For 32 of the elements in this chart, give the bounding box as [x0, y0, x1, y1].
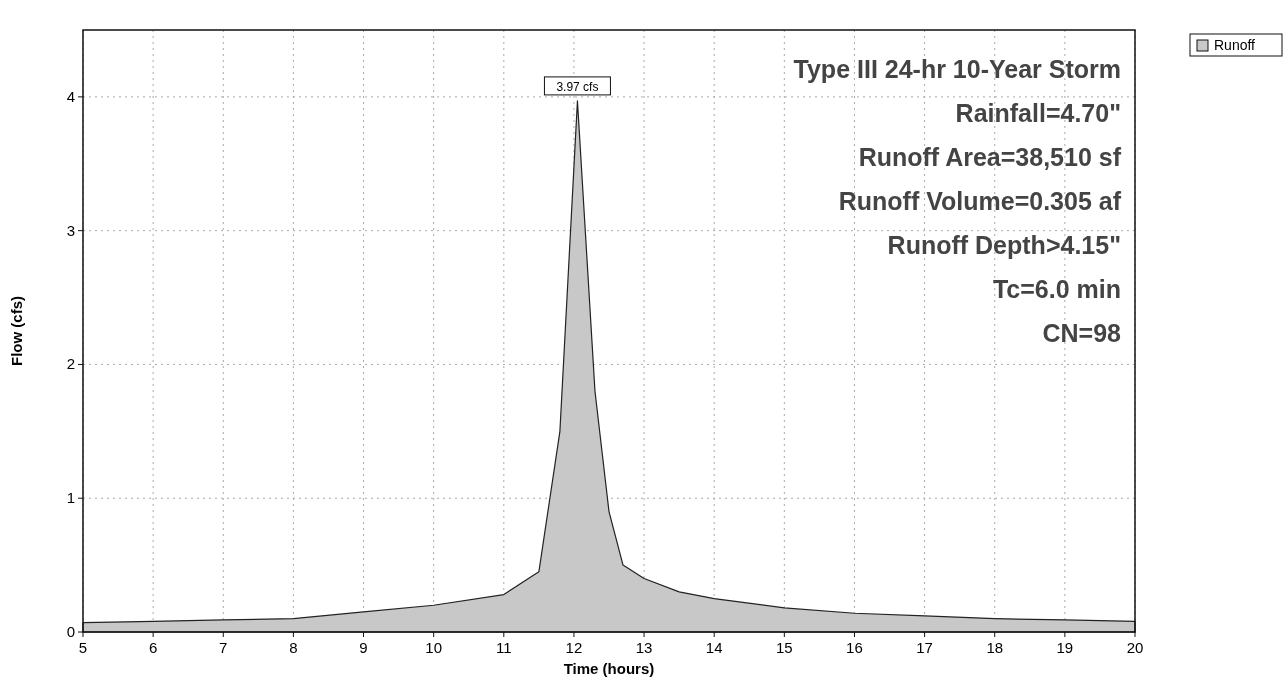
x-tick-label: 13	[635, 639, 653, 656]
legend-label: Runoff	[1214, 37, 1256, 53]
annotation: Rainfall=4.70"	[955, 99, 1121, 127]
x-tick-label: 10	[425, 639, 443, 656]
x-tick-label: 15	[775, 639, 793, 656]
y-tick-label: 0	[66, 623, 75, 640]
x-axis-title: Time (hours)	[563, 660, 655, 677]
annotation: Tc=6.0 min	[992, 275, 1121, 303]
x-tick-label: 7	[219, 639, 228, 656]
y-tick-label: 3	[66, 221, 75, 239]
annotation: CN=98	[1042, 319, 1122, 347]
x-tick-label: 12	[565, 639, 583, 656]
x-tick-label: 17	[916, 639, 933, 656]
x-tick-label: 6	[148, 639, 158, 656]
x-tick-label: 11	[496, 639, 512, 656]
annotation: Runoff Depth>4.15"	[887, 231, 1121, 259]
y-tick-label: 1	[66, 489, 75, 507]
x-tick-label: 20	[1126, 639, 1144, 656]
x-tick-label: 14	[705, 639, 723, 656]
annotation: 3.97 cfs	[556, 79, 599, 94]
y-tick-label: 2	[66, 355, 75, 373]
annotation: Runoff Area=38,510 sf	[858, 143, 1122, 171]
x-tick-label: 19	[1056, 639, 1074, 656]
annotation: Type III 24-hr 10-Year Storm	[793, 55, 1121, 83]
x-tick-label: 9	[359, 639, 368, 656]
y-axis-title: Flow (cfs)	[8, 296, 25, 366]
x-tick-label: 8	[289, 639, 298, 656]
annotation: Runoff Volume=0.305 af	[838, 187, 1122, 215]
x-tick-label: 5	[78, 639, 88, 656]
x-tick-label: 16	[846, 639, 863, 656]
y-tick-label: 4	[66, 87, 75, 105]
x-tick-label: 18	[986, 639, 1004, 656]
